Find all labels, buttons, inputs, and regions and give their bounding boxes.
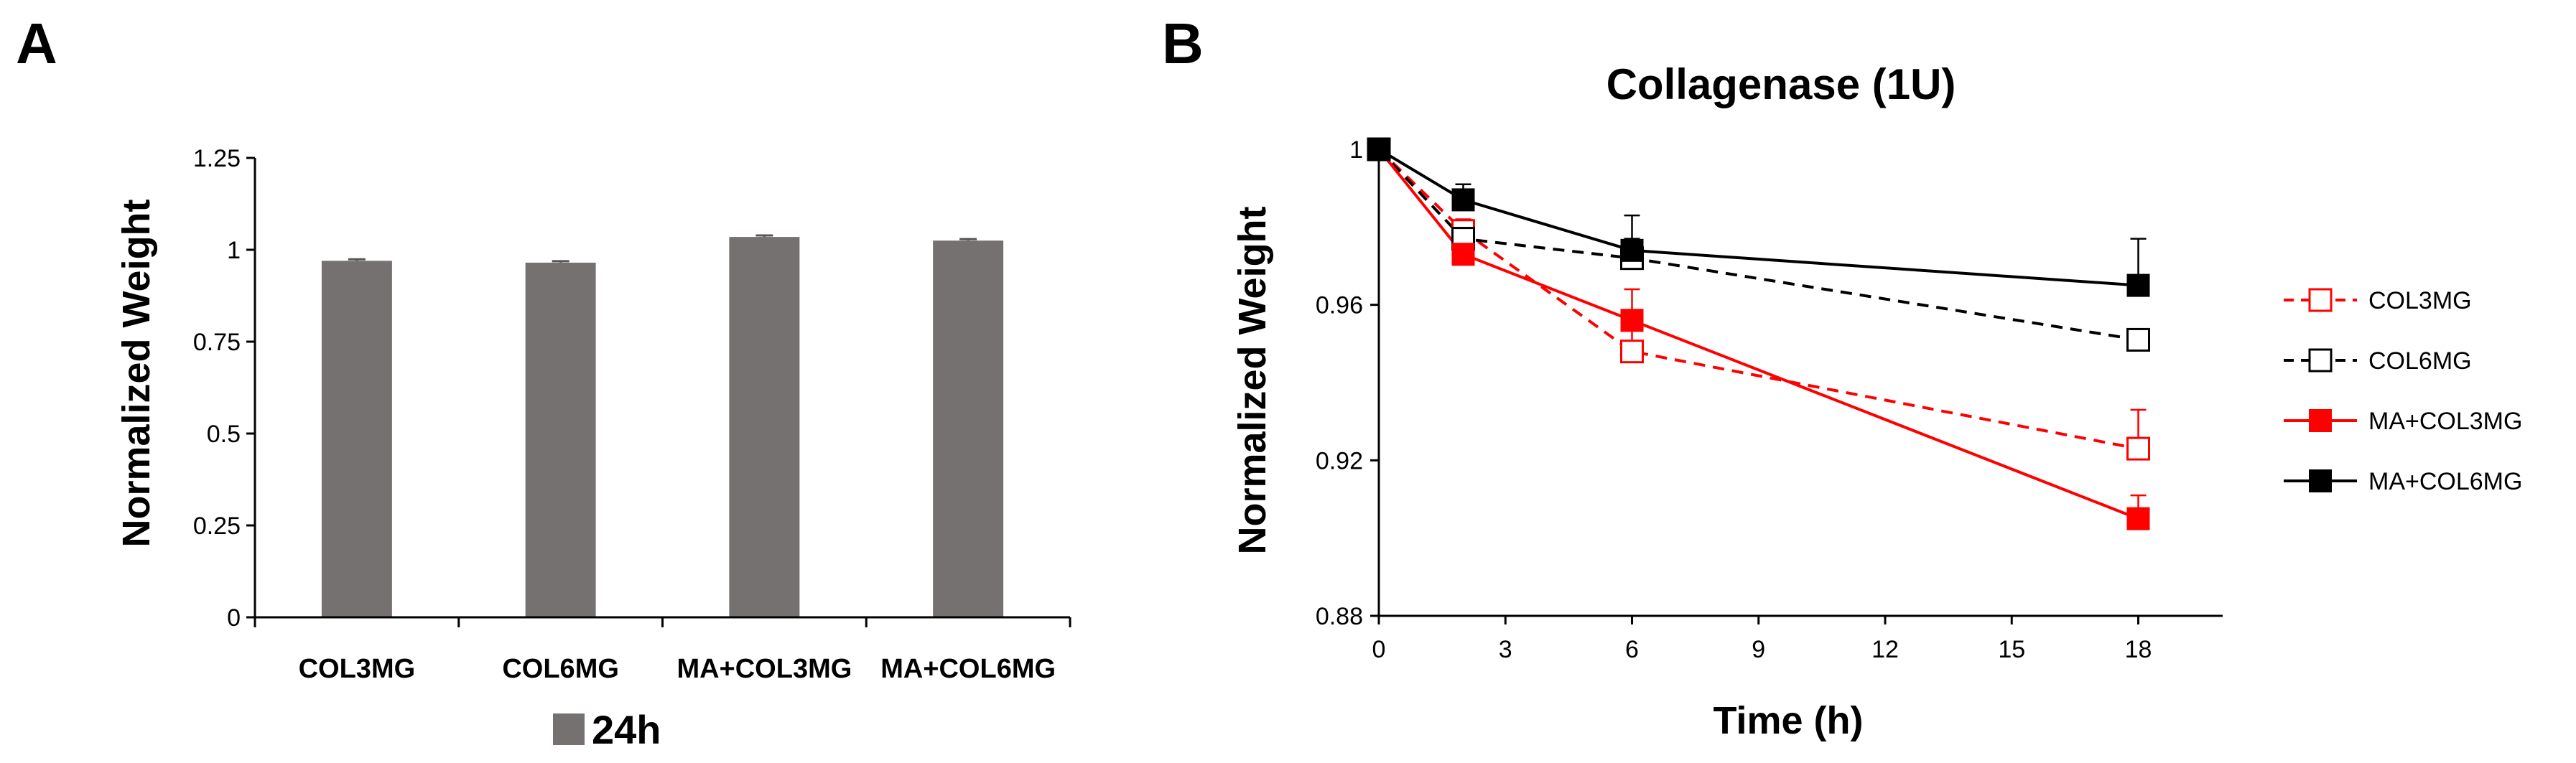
panel-a-bar bbox=[321, 261, 392, 617]
panel-a-error-bar bbox=[959, 238, 977, 241]
panel-b-marker bbox=[1620, 238, 1644, 262]
panel-b-legend-marker bbox=[2309, 409, 2332, 432]
panel-a-legend: 24h bbox=[553, 707, 661, 752]
panel-a-bar bbox=[729, 237, 800, 618]
panel-b-y-tick-label: 1 bbox=[1349, 136, 1363, 164]
panel-a-y-axis-title: Normalized Weight bbox=[115, 199, 158, 547]
panel-b-legend: COL3MG COL6MG MA+COL3MG MA+COL6MG bbox=[2284, 287, 2522, 495]
panel-b-error-bars bbox=[1455, 183, 2147, 519]
panel-a-letter: A bbox=[16, 11, 57, 75]
panel-b-y-tick-label: 0.88 bbox=[1316, 603, 1363, 630]
panel-b-legend-entry: MA+COL3MG bbox=[2284, 408, 2522, 435]
panel-a-category-label: COL3MG bbox=[299, 654, 416, 684]
panel-a-category-labels: COL3MG COL6MG MA+COL3MG MA+COL6MG bbox=[299, 654, 1056, 684]
panel-b-chart-title: Collagenase (1U) bbox=[1606, 60, 1956, 108]
panel-b-line-ma-col3mg bbox=[1377, 148, 2139, 520]
panel-a-bar-chart: A 0 0.25 0.5 0.75 1 1.25 COL3MG COL6MG MA+COL3M… bbox=[16, 11, 1071, 752]
panel-a-bar bbox=[933, 240, 1004, 617]
panel-b-legend-entry: COL3MG bbox=[2284, 287, 2472, 314]
panel-b-marker bbox=[2126, 273, 2150, 297]
panel-a-error-bar bbox=[755, 234, 773, 238]
panel-a-error-bar bbox=[348, 258, 366, 261]
panel-a-y-tick-labels: 0 0.25 0.5 0.75 1 1.25 bbox=[193, 145, 241, 632]
panel-b-legend-label: COL3MG bbox=[2368, 287, 2472, 314]
panel-b-legend-marker bbox=[2308, 288, 2333, 312]
panel-b-x-tick-label: 0 bbox=[1372, 636, 1386, 663]
panel-a-y-tick-label: 1 bbox=[227, 237, 241, 264]
panel-a-legend-swatch bbox=[553, 713, 585, 745]
panel-b-line-chart: B Collagenase (1U) 0.88 0.92 0.96 1 0 3 6 9 12 1… bbox=[1162, 11, 2522, 742]
panel-b-legend-entry: COL6MG bbox=[2284, 347, 2472, 375]
panel-a-y-tick-label: 0.5 bbox=[207, 421, 241, 448]
panel-b-marker bbox=[1367, 138, 1390, 161]
panel-a-y-ticks bbox=[246, 156, 255, 619]
panel-a-category-label: COL6MG bbox=[502, 654, 619, 684]
panel-b-marker bbox=[1620, 309, 1644, 332]
panel-b-x-tick-labels: 0 3 6 9 12 15 18 bbox=[1372, 636, 2152, 663]
panel-a-error-bars bbox=[348, 234, 977, 263]
panel-b-y-tick-label: 0.92 bbox=[1316, 447, 1363, 474]
panel-a-category-label: MA+COL6MG bbox=[880, 654, 1056, 684]
panel-a-bar bbox=[525, 262, 596, 617]
panel-a-bars bbox=[321, 237, 1004, 618]
panel-b-line-col6mg bbox=[1377, 148, 2139, 342]
panel-b-legend-label: MA+COL6MG bbox=[2368, 468, 2522, 495]
panel-b-y-tick-label: 0.96 bbox=[1316, 292, 1363, 319]
panel-b-marker bbox=[2126, 327, 2150, 352]
panel-b-marker bbox=[1620, 340, 1644, 364]
panel-b-line-col3mg bbox=[1377, 148, 2139, 451]
panel-b-x-axis-title: Time (h) bbox=[1713, 699, 1863, 742]
panel-a-category-label: MA+COL3MG bbox=[676, 654, 852, 684]
panel-a-y-tick-label: 1.25 bbox=[193, 145, 241, 172]
panel-b-legend-label: COL6MG bbox=[2368, 347, 2472, 375]
panel-b-x-tick-label: 12 bbox=[1871, 636, 1899, 663]
panel-b-x-ticks bbox=[1377, 616, 2139, 624]
panel-b-x-tick-label: 15 bbox=[1998, 636, 2025, 663]
panel-a-error-bar bbox=[552, 260, 569, 263]
panel-a-x-ticks bbox=[254, 617, 1071, 627]
panel-b-series-lines bbox=[1377, 148, 2139, 520]
panel-b-letter: B bbox=[1162, 11, 1204, 75]
panel-b-y-ticks bbox=[1370, 148, 1379, 617]
panel-a-legend-label: 24h bbox=[592, 707, 661, 752]
panel-b-legend-entry: MA+COL6MG bbox=[2284, 468, 2522, 495]
panel-b-x-tick-label: 6 bbox=[1625, 636, 1639, 663]
panel-b-legend-marker bbox=[2308, 348, 2333, 373]
panel-b-markers bbox=[1367, 137, 2150, 530]
panel-b-marker bbox=[1451, 188, 1475, 212]
panel-b-x-tick-label: 18 bbox=[2125, 636, 2152, 663]
panel-b-legend-label: MA+COL3MG bbox=[2368, 408, 2522, 435]
panel-b-y-axis-title: Normalized Weight bbox=[1231, 206, 1274, 554]
panel-b-x-tick-label: 9 bbox=[1752, 636, 1765, 663]
panel-b-marker bbox=[2126, 436, 2150, 461]
panel-b-y-tick-labels: 0.88 0.92 0.96 1 bbox=[1316, 136, 1363, 630]
panel-a-y-tick-label: 0.75 bbox=[193, 329, 241, 356]
panel-a-y-tick-label: 0.25 bbox=[193, 512, 241, 540]
panel-b-marker bbox=[1451, 243, 1475, 266]
panel-b-x-tick-label: 3 bbox=[1499, 636, 1512, 663]
panel-a-y-tick-label: 0 bbox=[227, 604, 241, 632]
panel-b-line-ma-col6mg bbox=[1377, 148, 2139, 287]
panel-b-legend-marker bbox=[2309, 469, 2332, 492]
panel-b-marker bbox=[2126, 507, 2150, 530]
